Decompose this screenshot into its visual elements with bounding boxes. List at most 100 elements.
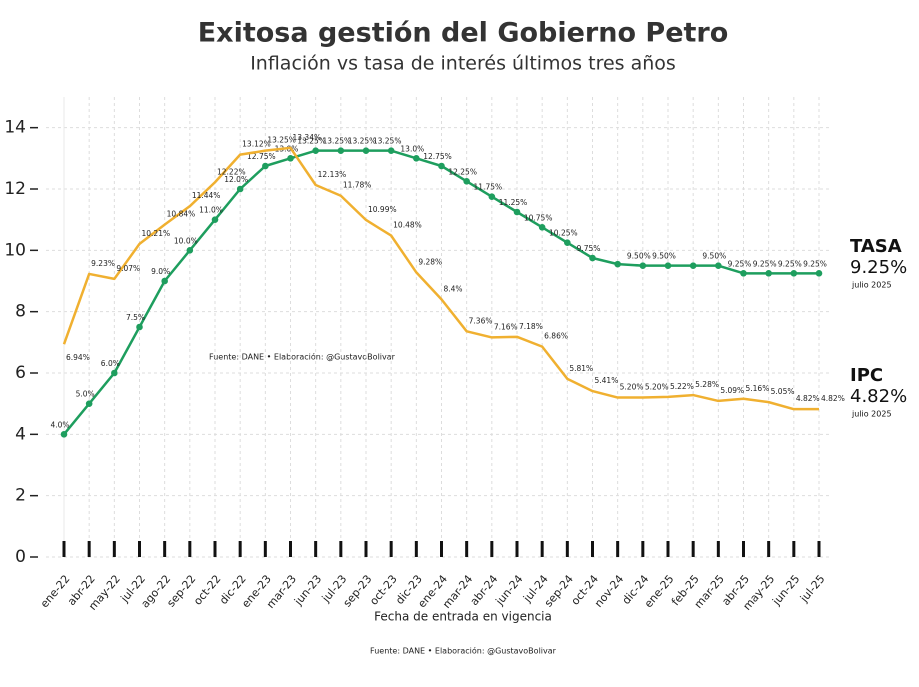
data-label: 5.20%: [645, 383, 669, 392]
data-label: 11.25%: [499, 198, 528, 207]
point: [639, 262, 647, 269]
data-label: 8.4%: [444, 284, 463, 293]
data-label: 10.99%: [368, 205, 397, 214]
point: [387, 147, 395, 154]
point: [790, 270, 798, 277]
data-label: 4.82%: [821, 394, 845, 403]
x-tick: [414, 541, 418, 557]
data-label: 13.25%: [297, 137, 326, 146]
chart-subtitle: Inflación vs tasa de interés últimos tre…: [250, 53, 676, 75]
x-tick: [289, 541, 292, 557]
data-label: 12.22%: [217, 167, 246, 176]
y-tick-label: 0: [15, 547, 26, 567]
x-tick: [515, 541, 519, 557]
x-tick: [314, 541, 318, 557]
point: [513, 208, 521, 216]
data-label: 6.94%: [66, 353, 90, 362]
data-label: 6.86%: [544, 332, 568, 341]
legend-date: julio 2025: [851, 281, 892, 290]
x-tick-label: ene-22: [38, 573, 73, 611]
point: [211, 216, 219, 223]
data-label: 12.75%: [423, 152, 452, 161]
x-tick: [540, 541, 544, 557]
point: [438, 162, 445, 170]
data-label: 5.0%: [76, 390, 95, 399]
data-label: 7.16%: [494, 322, 518, 331]
x-tick: [641, 541, 645, 557]
point: [765, 270, 772, 277]
data-label: 13.25%: [373, 137, 402, 146]
data-label: 10.75%: [524, 213, 553, 222]
x-tick: [87, 541, 91, 557]
data-label: 13.25%: [323, 137, 352, 146]
data-label: 7.5%: [126, 313, 145, 322]
point: [236, 185, 244, 193]
chart-title: Exitosa gestión del Gobierno Petro: [198, 18, 729, 49]
x-tick: [364, 541, 368, 557]
y-tick-label: 12: [4, 179, 26, 199]
y-tick-label: 8: [15, 302, 26, 322]
y-tick-label: 10: [4, 240, 26, 260]
x-tick: [616, 541, 620, 557]
point: [815, 270, 823, 277]
legend-value: 9.25%: [850, 257, 907, 278]
point: [85, 400, 93, 407]
data-label: 7.18%: [519, 322, 543, 331]
data-label: 10.25%: [549, 229, 578, 238]
data-label: 9.50%: [652, 252, 676, 261]
x-tick: [163, 541, 167, 557]
point: [564, 239, 571, 246]
data-label: 13.12%: [242, 140, 271, 149]
x-tick-label: oct-23: [367, 573, 399, 608]
data-label: 12.75%: [247, 152, 276, 161]
legend-name: IPC: [850, 365, 883, 386]
data-label: 4.0%: [50, 420, 69, 429]
data-label: 9.28%: [418, 257, 442, 266]
data-label: 11.0%: [199, 206, 223, 215]
y-tick-label: 6: [15, 363, 26, 383]
x-tick: [767, 541, 771, 557]
data-label: 10.0%: [174, 236, 198, 245]
point: [287, 155, 294, 162]
x-tick: [389, 541, 393, 557]
x-tick: [238, 541, 242, 557]
y-tick-label: 4: [15, 424, 26, 444]
data-label: 9.23%: [91, 259, 115, 268]
x-tick: [339, 541, 343, 557]
x-tick: [62, 541, 66, 557]
data-label: 12.25%: [448, 167, 477, 176]
x-tick: [716, 541, 720, 557]
x-tick-label: jun-23: [291, 573, 324, 609]
point: [60, 431, 68, 438]
point: [312, 147, 319, 154]
y-tick-label: 2: [15, 486, 26, 506]
data-label: 9.50%: [702, 252, 726, 261]
data-label: 9.25%: [803, 259, 827, 268]
data-label: 5.81%: [569, 364, 593, 373]
data-label: 5.20%: [620, 383, 644, 392]
x-tick: [666, 541, 670, 557]
point: [538, 224, 546, 231]
data-label: 11.44%: [192, 191, 221, 200]
data-label: 11.75%: [474, 183, 503, 192]
data-label: 12.13%: [318, 170, 347, 179]
point: [715, 262, 722, 269]
x-tick: [490, 541, 494, 557]
data-label: 5.41%: [595, 376, 619, 385]
point: [488, 193, 496, 200]
x-tick: [138, 541, 141, 557]
point: [111, 369, 118, 377]
x-tick: [817, 541, 821, 557]
data-label: 5.05%: [771, 387, 795, 396]
point: [362, 147, 370, 154]
data-label: 11.78%: [343, 181, 372, 190]
data-label: 10.84%: [167, 210, 196, 219]
x-tick: [792, 541, 796, 557]
x-tick: [112, 541, 116, 557]
x-tick: [465, 541, 469, 557]
data-label: 9.25%: [778, 259, 802, 268]
x-tick-label: oct-22: [191, 573, 223, 608]
x-tick-label: jun-25: [769, 573, 802, 609]
series-line: [62, 146, 819, 411]
